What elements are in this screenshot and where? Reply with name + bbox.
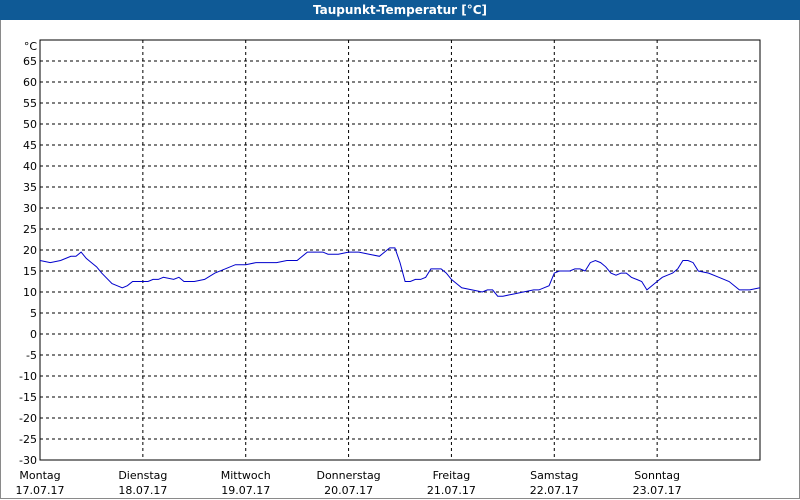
y-tick-label: -25 — [19, 433, 37, 446]
x-tick-date: 18.07.17 — [118, 484, 167, 497]
y-tick-label: 0 — [30, 328, 37, 341]
x-tick-day: Mittwoch — [221, 469, 271, 482]
y-axis-label: °C — [24, 40, 38, 53]
y-tick-label: -10 — [19, 370, 37, 383]
y-tick-label: 25 — [23, 223, 37, 236]
x-tick-day: Montag — [19, 469, 60, 482]
series-line-0 — [39, 247, 761, 297]
x-tick-day: Dienstag — [118, 469, 167, 482]
x-tick-date: 17.07.17 — [16, 484, 65, 497]
y-tick-label: 15 — [23, 265, 37, 278]
x-axis-ticks: Montag 17.07.17 Dienstag 18.07.17 Mittwoch 19… — [16, 469, 682, 497]
y-tick-label: 50 — [23, 118, 37, 131]
y-tick-label: 35 — [23, 181, 37, 194]
y-tick-label: 40 — [23, 160, 37, 173]
y-tick-label: -30 — [19, 454, 37, 467]
x-tick-day: Freitag — [433, 469, 471, 482]
y-tick-label: -15 — [19, 391, 37, 404]
chart-title: Taupunkt-Temperatur [°C] — [0, 0, 800, 20]
x-tick-date: 22.07.17 — [530, 484, 579, 497]
y-tick-label: 45 — [23, 139, 37, 152]
y-tick-label: 5 — [30, 307, 37, 320]
x-tick-date: 19.07.17 — [221, 484, 270, 497]
x-tick-date: 23.07.17 — [633, 484, 682, 497]
y-tick-label: -20 — [19, 412, 37, 425]
plot-frame — [39, 39, 761, 461]
y-tick-label: 20 — [23, 244, 37, 257]
x-tick-day: Samstag — [530, 469, 578, 482]
y-tick-label: -5 — [26, 349, 37, 362]
y-tick-label: 10 — [23, 286, 37, 299]
chart-panel — [0, 20, 800, 499]
series-group — [39, 247, 761, 297]
y-tick-label: 55 — [23, 97, 37, 110]
x-tick-date: 20.07.17 — [324, 484, 373, 497]
chart-grid — [40, 40, 760, 460]
x-tick-day: Donnerstag — [316, 469, 380, 482]
y-tick-label: 65 — [23, 55, 37, 68]
x-tick-date: 21.07.17 — [427, 484, 476, 497]
y-tick-label: 60 — [23, 76, 37, 89]
y-axis-ticks: -30 -25 -20 -15 -10 -5 0 5 10 15 20 25 30 35 40 45 50 55 6… — [19, 55, 37, 467]
y-tick-label: 30 — [23, 202, 37, 215]
x-tick-day: Sonntag — [634, 469, 680, 482]
